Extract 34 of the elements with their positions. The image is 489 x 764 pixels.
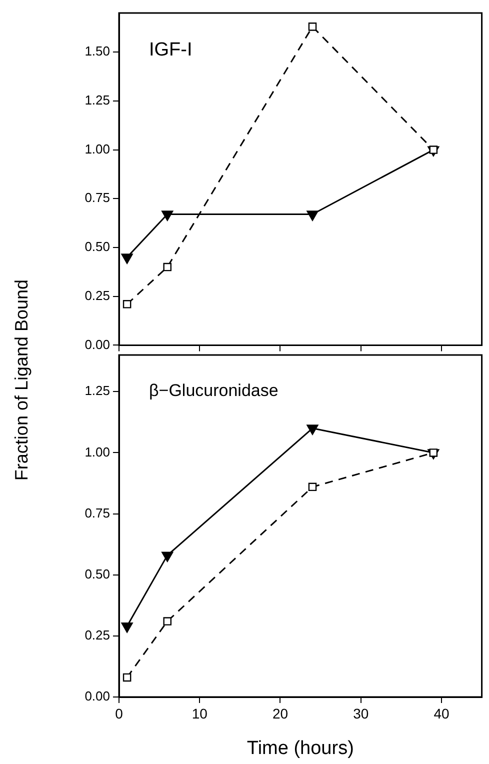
x-axis-title: Time (hours)	[246, 738, 354, 759]
point	[162, 210, 174, 221]
text: β−Glucuronidase	[149, 381, 278, 400]
y-tick-label: 0.50	[84, 566, 110, 582]
point	[308, 22, 317, 31]
y-tick-label: 1.25	[84, 92, 110, 108]
x-tick-label: 0	[115, 705, 124, 722]
y-tick-label: 0.75	[84, 190, 110, 206]
x-tick-label: 40	[434, 705, 450, 722]
y-tick-label: 0.50	[84, 239, 110, 254]
y-tick-label: 0.25	[84, 628, 110, 643]
y-tick-label: 1.50	[84, 44, 110, 59]
y-tick-label: 0.75	[84, 505, 110, 520]
point	[122, 300, 132, 308]
y-tick-label: 0.00	[84, 336, 110, 352]
point	[306, 210, 318, 221]
y-tick-label: 1.25	[84, 383, 110, 398]
point	[121, 622, 133, 633]
y-tick-label: 1.00	[84, 444, 110, 460]
point	[121, 254, 133, 264]
x-tick-label: 30	[353, 705, 369, 722]
y-tick-label: 0.00	[84, 688, 110, 704]
text: IGF-I	[149, 40, 192, 61]
point	[306, 424, 318, 435]
point	[163, 262, 172, 272]
x-tick-label: 20	[272, 705, 288, 722]
point	[162, 552, 174, 562]
y-tick-label: 0.25	[84, 288, 110, 303]
point	[308, 482, 317, 492]
point	[163, 617, 172, 626]
y-axis-title: Fraction of Ligand Bound	[12, 279, 32, 481]
y-tick-label: 1.00	[84, 141, 110, 156]
point	[122, 673, 132, 682]
x-tick-label: 10	[192, 705, 208, 722]
